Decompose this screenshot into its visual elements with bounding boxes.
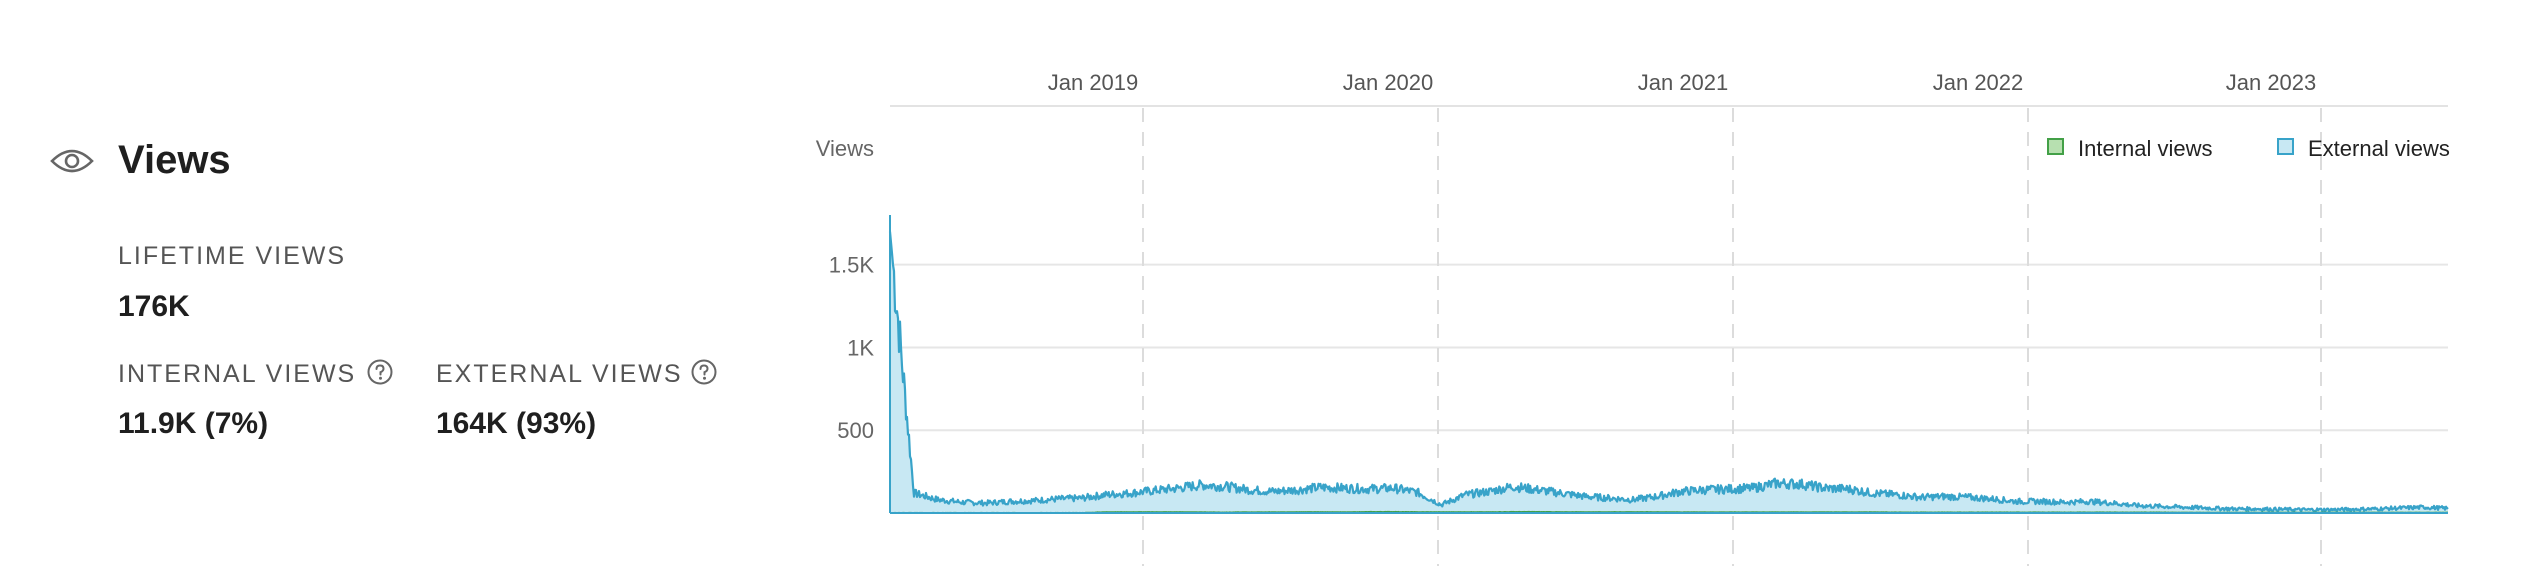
views-chart-svg: 500 1K 1.5K Jan 2019 Jan 2020 Jan 2021 Jan 202… <box>790 0 2536 566</box>
lifetime-views-label: LIFETIME VIEWS <box>118 242 346 271</box>
eye-icon <box>50 146 94 176</box>
x-tick-label: Jan 2019 <box>1048 70 1139 95</box>
legend-swatch <box>2278 139 2293 154</box>
x-tick-label: Jan 2021 <box>1638 70 1729 95</box>
external-views-value: 164K (93%) <box>436 407 596 441</box>
y-tick-label: 500 <box>837 418 874 443</box>
legend-swatch <box>2048 139 2063 154</box>
legend-label: External views <box>2308 136 2450 161</box>
views-title: Views <box>118 138 231 183</box>
x-tick-label: Jan 2022 <box>1933 70 2024 95</box>
external-views-help-icon[interactable] <box>690 358 718 386</box>
internal-views-label: INTERNAL VIEWS <box>118 360 356 389</box>
views-summary: Views LIFETIME VIEWS 176K INTERNAL VIEWS… <box>0 0 790 566</box>
lifetime-views-value: 176K <box>118 290 190 324</box>
legend-label: Internal views <box>2078 136 2213 161</box>
y-tick-label: 1.5K <box>829 253 875 278</box>
x-tick-label: Jan 2020 <box>1343 70 1434 95</box>
y-axis-label: Views <box>816 136 874 161</box>
internal-views-help-icon[interactable] <box>366 358 394 386</box>
views-chart: 500 1K 1.5K Jan 2019 Jan 2020 Jan 2021 Jan 202… <box>790 0 2536 566</box>
internal-views-value: 11.9K (7%) <box>118 407 268 441</box>
external-views-area <box>890 232 2448 513</box>
y-tick-label: 1K <box>847 335 874 360</box>
x-tick-label: Jan 2023 <box>2226 70 2317 95</box>
external-views-line <box>890 232 2448 512</box>
external-views-label: EXTERNAL VIEWS <box>436 360 683 389</box>
